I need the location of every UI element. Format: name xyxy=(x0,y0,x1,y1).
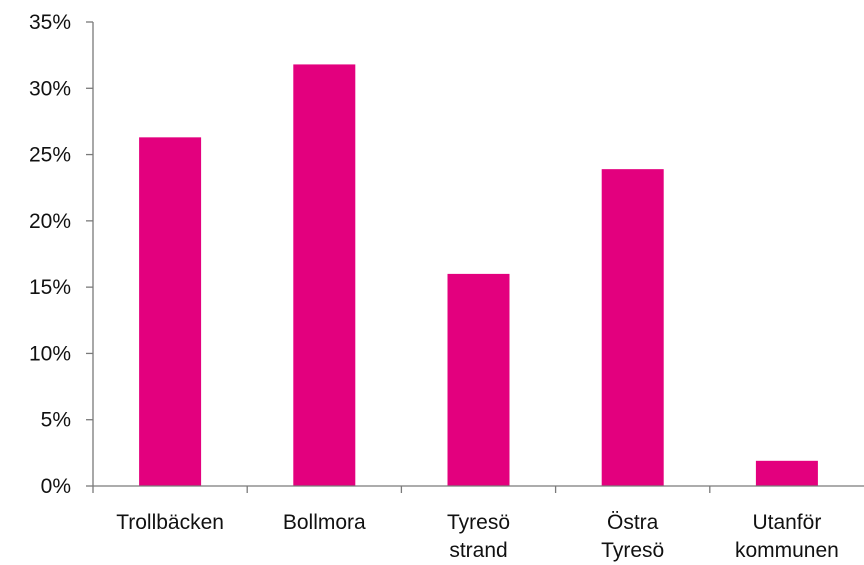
y-tick-label: 5% xyxy=(41,409,71,432)
bar xyxy=(447,273,510,486)
bar xyxy=(755,460,818,486)
x-category-label: Östra xyxy=(607,511,659,534)
x-category-label: Trollbäcken xyxy=(116,511,224,534)
x-category-label: Tyresö xyxy=(447,511,510,534)
y-tick-label: 35% xyxy=(29,11,71,34)
bar xyxy=(293,64,356,487)
y-tick-label: 15% xyxy=(29,276,71,299)
y-tick-label: 10% xyxy=(29,342,71,365)
y-tick-label: 0% xyxy=(41,475,71,498)
x-category-label: Utanför xyxy=(752,511,821,534)
x-category-label: Bollmora xyxy=(283,511,366,534)
y-tick-label: 30% xyxy=(29,77,71,100)
y-tick-label: 25% xyxy=(29,144,71,167)
bars xyxy=(139,64,818,487)
x-category-label: strand xyxy=(449,539,507,562)
x-axis: Trollbäcken Bollmora Tyresö strand Östra Tyre… xyxy=(92,485,864,562)
y-axis: 0% 5% 10% 15% 20% 25% 30% 35% xyxy=(29,11,94,498)
y-tick-label: 20% xyxy=(29,210,71,233)
x-category-label: Tyresö xyxy=(601,539,664,562)
bar xyxy=(601,169,664,486)
x-category-label: kommunen xyxy=(735,539,839,562)
bar xyxy=(139,137,202,486)
